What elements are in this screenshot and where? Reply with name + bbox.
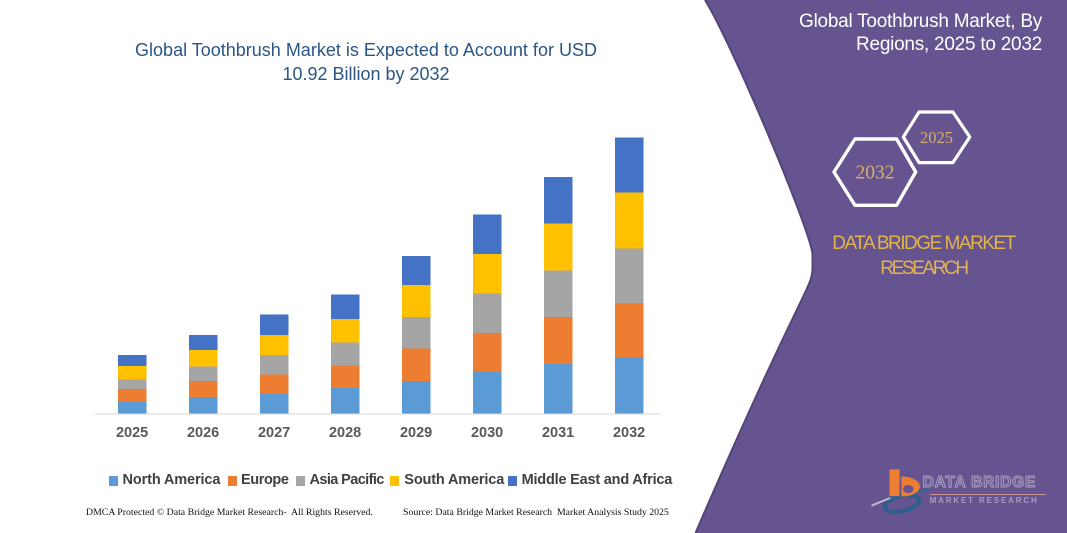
svg-text:2025: 2025 (920, 128, 953, 147)
svg-text:2032: 2032 (856, 163, 895, 184)
